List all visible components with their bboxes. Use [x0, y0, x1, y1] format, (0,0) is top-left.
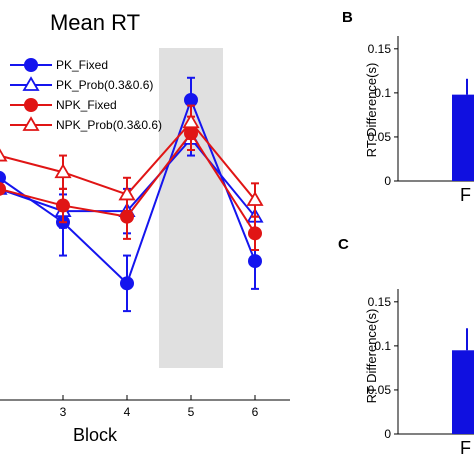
bar	[452, 94, 474, 181]
series-layer	[0, 76, 264, 313]
panel-label-b: B	[342, 9, 353, 26]
legend-item: NPK_Prob(0.3&0.6)	[10, 116, 162, 132]
legend: PK_Fixed PK_Prob(0.3&0.6) NPK_Fixed NPK_Pro…	[10, 58, 162, 132]
legend-label: NPK_Prob(0.3&0.6)	[56, 118, 162, 132]
x-tick-label: F	[460, 438, 471, 458]
data-point	[120, 209, 134, 224]
panel-label-c: C	[338, 236, 349, 253]
data-point	[54, 163, 72, 179]
data-point	[248, 254, 262, 269]
legend-marker	[22, 116, 40, 131]
y-axis-label-c: RT Difference(s)	[364, 309, 379, 404]
legend-marker	[22, 76, 40, 91]
data-point	[248, 226, 262, 241]
bar-chart-c: 0 0.05 0.1 0.15 F	[368, 289, 474, 458]
x-tick-label: F	[460, 185, 471, 205]
y-axis-label-b: RT Difference(s)	[364, 63, 379, 158]
x-tick-label: 3	[60, 405, 67, 419]
legend-marker	[24, 98, 38, 112]
bar-chart-b: 0 0.05 0.1 0.15 F	[368, 36, 474, 205]
data-point	[56, 198, 70, 213]
panel-b: B RT Difference(s) 0 0.05 0.1 0.15 F	[342, 9, 474, 205]
data-point	[0, 181, 6, 196]
y-tick-label: 0.15	[368, 42, 392, 56]
panel-c: C RT Difference(s) 0 0.05 0.1 0.15 F	[338, 236, 474, 458]
x-tick-label: 5	[188, 405, 195, 419]
chart-title: Mean RT	[50, 10, 140, 35]
x-axis: 3 4 5 6	[0, 395, 290, 419]
x-tick-label: 4	[124, 405, 131, 419]
y-tick-label: 0.15	[368, 295, 392, 309]
y-tick-label: 0.05	[368, 130, 392, 144]
y-tick-label: 0.1	[374, 86, 391, 100]
legend-label: PK_Fixed	[56, 58, 108, 72]
data-point	[120, 276, 134, 291]
bar	[452, 350, 474, 434]
x-axis-label: Block	[73, 425, 118, 445]
series-NPK_Prob(0.3&0.6)	[0, 104, 264, 218]
data-point	[118, 185, 136, 201]
legend-label: PK_Prob(0.3&0.6)	[56, 78, 153, 92]
data-point	[182, 113, 200, 129]
x-tick-label: 6	[252, 405, 259, 419]
panel-a-mean-rt: Mean RT 3 4 5 6 Block PK_Fixed PK_Prob(0.3&0…	[0, 10, 290, 445]
legend-item: NPK_Fixed	[10, 98, 117, 112]
data-point	[246, 191, 264, 206]
data-point	[184, 93, 198, 107]
legend-item: PK_Fixed	[10, 58, 108, 72]
legend-marker	[24, 58, 38, 72]
y-tick-label: 0	[384, 427, 391, 441]
data-point	[0, 170, 6, 185]
legend-item: PK_Prob(0.3&0.6)	[10, 76, 153, 92]
y-tick-label: 0	[384, 174, 391, 188]
y-tick-label: 0.1	[374, 339, 391, 353]
data-point	[0, 148, 8, 162]
legend-label: NPK_Fixed	[56, 98, 117, 112]
y-tick-label: 0.05	[368, 383, 392, 397]
